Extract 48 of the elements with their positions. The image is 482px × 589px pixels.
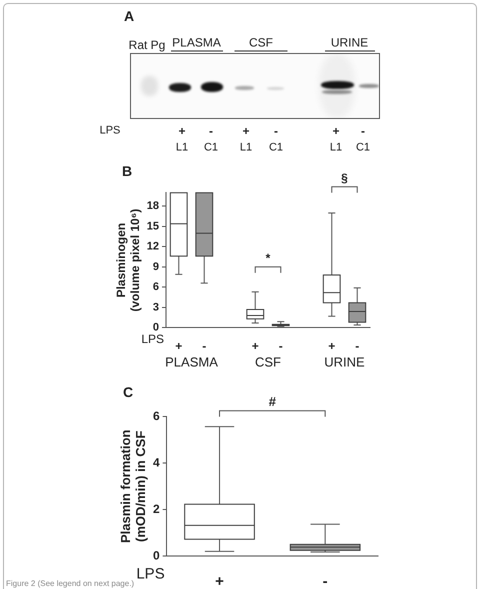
text: L1 [330, 142, 342, 154]
y-tick-label: 2 [153, 502, 160, 516]
x-axis-title: LPS [136, 566, 165, 583]
text: C1 [356, 142, 370, 154]
y-axis-title: Plasminogen (volume pixel 10⁶) [114, 208, 142, 312]
chart-title: B [122, 162, 132, 179]
text: § [341, 171, 348, 186]
y-tick-label: 6 [152, 281, 159, 294]
text: L1 [176, 142, 188, 154]
text: CSF [234, 36, 288, 52]
text: Rat Pg [128, 38, 166, 52]
x-tick-label: + [328, 339, 336, 354]
text: PLASMA [165, 354, 218, 370]
text: URINE [324, 354, 366, 370]
y-tick-label: 6 [153, 409, 160, 424]
text: URINE [324, 36, 374, 52]
text: LPS [100, 124, 120, 136]
text: PLASMA [170, 36, 222, 52]
text: L1 [240, 142, 252, 154]
y-tick-label: 9 [152, 260, 159, 273]
y-tick-label: 12 [146, 240, 159, 253]
y-tick-label: 3 [152, 301, 159, 314]
x-axis-title: LPS [141, 332, 164, 346]
text: - [209, 124, 213, 138]
x-tick-label: - [355, 339, 360, 354]
x-tick-label: - [278, 339, 283, 354]
text: # [268, 394, 277, 409]
text: + [332, 124, 340, 138]
y-tick-label: 4 [153, 455, 160, 470]
caption: Figure 2 (See legend on next page.) [6, 579, 134, 588]
x-tick-label: - [202, 339, 206, 354]
text: C1 [204, 142, 218, 154]
x-tick-label: + [175, 339, 182, 354]
text: C1 [268, 142, 284, 154]
text: + [178, 124, 186, 138]
text: CSF [255, 354, 282, 370]
y-axis-title: Plasmin formation (mOD/min) in CSF [118, 430, 148, 544]
y-tick-label: 0 [152, 322, 159, 334]
x-tick-label: + [252, 339, 259, 354]
text: - [361, 124, 365, 138]
text: + [242, 124, 250, 138]
y-tick-label: 18 [146, 200, 159, 212]
text: A [124, 8, 134, 24]
annotation: * [266, 251, 271, 266]
chart-title: C [123, 384, 134, 400]
text: - [274, 124, 278, 138]
y-tick-label: 15 [146, 220, 159, 232]
y-tick-label: 0 [153, 548, 160, 562]
